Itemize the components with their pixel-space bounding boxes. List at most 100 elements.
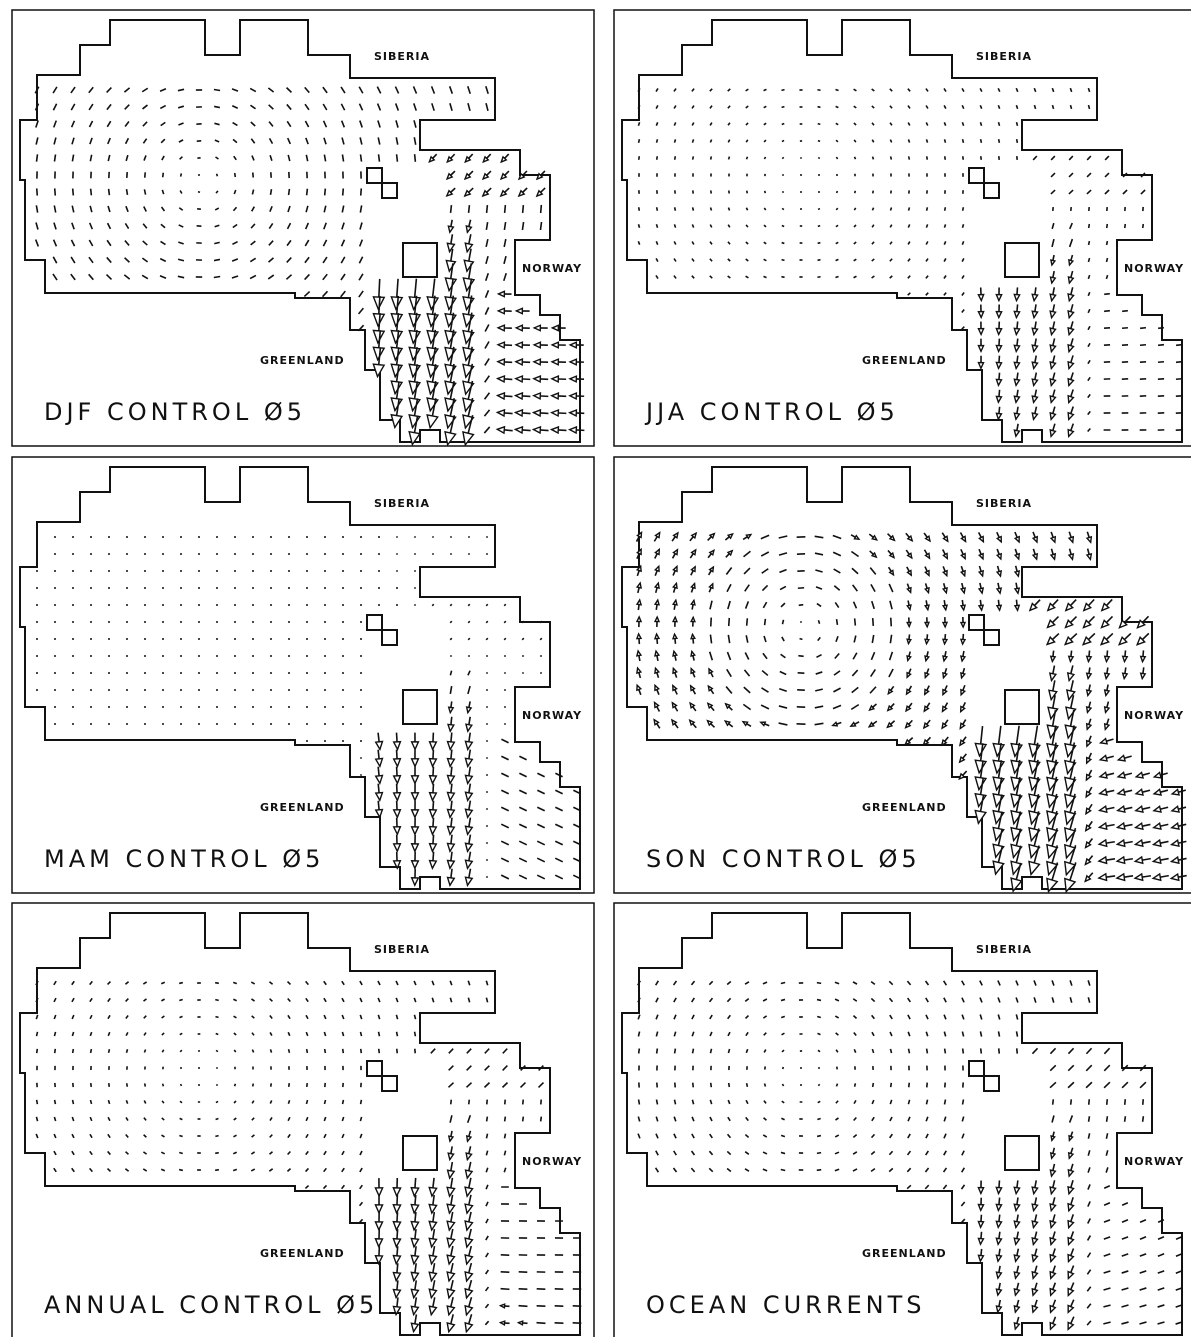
vector-arrow — [106, 222, 112, 230]
vector-arrow — [1103, 1219, 1111, 1223]
vector-arrow — [250, 121, 256, 127]
vector-arrow — [889, 1082, 893, 1088]
vector-head — [653, 718, 660, 726]
vector-arrow — [359, 1116, 363, 1122]
vector-arrow — [709, 105, 713, 109]
vector-arrow — [835, 635, 839, 643]
vector-dot — [198, 638, 200, 640]
vector-head — [690, 598, 696, 606]
vector-arrow — [834, 601, 840, 609]
vector-arrow — [232, 121, 238, 127]
vector-head — [464, 1270, 474, 1283]
vector-dot — [90, 621, 92, 623]
vector-head — [741, 720, 749, 727]
vector-head — [428, 757, 438, 769]
vector-head — [1063, 776, 1077, 793]
vector-arrow — [359, 1167, 363, 1173]
vector-head — [942, 535, 949, 543]
vector-arrow — [287, 1083, 291, 1087]
vector-arrow — [484, 1303, 490, 1309]
vector-arrow — [1087, 376, 1091, 382]
vector-head — [1013, 412, 1021, 421]
vector-head — [1013, 429, 1021, 438]
region-label: NORWAY — [1124, 1155, 1184, 1168]
vector-arrow — [907, 1031, 911, 1037]
vector-head — [1064, 619, 1074, 629]
vector-arrow — [125, 188, 129, 196]
vector-arrow — [287, 997, 291, 1003]
vector-arrow — [871, 139, 875, 143]
vector-head — [723, 720, 732, 727]
vector-arrow — [1050, 155, 1056, 161]
vector-head — [1098, 788, 1108, 796]
vector-arrow — [778, 705, 788, 709]
vector-head — [906, 604, 912, 612]
vector-arrow — [485, 255, 489, 265]
vector-arrow — [743, 686, 751, 694]
vector-dot — [72, 638, 74, 640]
island — [983, 182, 1000, 199]
vector-arrow — [449, 980, 453, 986]
vector-arrow — [760, 534, 770, 540]
vector-arrow — [763, 1049, 767, 1053]
vector-dot — [54, 570, 56, 572]
vector-head — [941, 722, 948, 730]
vector-arrow — [655, 1150, 659, 1156]
vector-arrow — [179, 1100, 183, 1104]
vector-arrow — [341, 222, 345, 230]
vector-dot — [216, 587, 218, 589]
vector-arrow — [88, 239, 94, 247]
vector-head — [1031, 1287, 1039, 1297]
vector-dot — [162, 723, 164, 725]
vector-arrow — [925, 1048, 929, 1054]
vector-arrow — [781, 156, 785, 160]
vector-arrow — [763, 635, 767, 643]
vector-head — [904, 721, 912, 729]
vector-arrow — [654, 1167, 660, 1173]
vector-head — [1121, 655, 1129, 664]
vector-arrow — [359, 1031, 363, 1037]
vector-head — [428, 1288, 438, 1300]
vector-arrow — [781, 241, 785, 245]
vector-head — [532, 375, 542, 383]
vector-arrow — [1157, 343, 1165, 347]
vector-dot — [72, 587, 74, 589]
vector-head — [1031, 552, 1039, 561]
vector-head — [1063, 793, 1077, 809]
vector-arrow — [160, 206, 166, 212]
vector-head — [1133, 872, 1144, 882]
vector-arrow — [125, 1015, 129, 1019]
vector-arrow — [35, 980, 39, 986]
vector-arrow — [268, 257, 274, 263]
vector-arrow — [743, 550, 751, 558]
vector-dot — [90, 638, 92, 640]
vector-arrow — [869, 567, 877, 575]
vector-head — [1133, 838, 1144, 848]
vector-arrow — [467, 620, 471, 624]
vector-arrow — [673, 224, 677, 228]
panel-title: MAM CONTROL Ø5 — [44, 845, 324, 873]
vector-arrow — [269, 189, 273, 195]
vector-arrow — [161, 1032, 165, 1036]
vector-arrow — [107, 205, 111, 213]
vector-head — [1031, 293, 1039, 303]
vector-arrow — [1157, 1253, 1165, 1257]
vector-head — [1013, 570, 1021, 578]
vector-arrow — [178, 122, 184, 126]
island — [381, 629, 398, 646]
vector-arrow — [143, 1117, 147, 1121]
vector-head — [672, 632, 679, 640]
vector-head — [1049, 1253, 1057, 1264]
vector-head — [995, 310, 1003, 320]
vector-arrow — [997, 997, 1001, 1003]
vector-arrow — [141, 274, 149, 280]
vector-arrow — [521, 221, 525, 231]
vector-arrow — [572, 857, 582, 863]
vector-arrow — [1069, 1099, 1073, 1105]
vector-arrow — [500, 806, 510, 812]
vector-arrow — [431, 980, 435, 986]
vector-head — [568, 341, 578, 349]
vector-arrow — [763, 224, 767, 228]
vector-head — [462, 414, 475, 430]
panel-frame — [613, 456, 1191, 894]
